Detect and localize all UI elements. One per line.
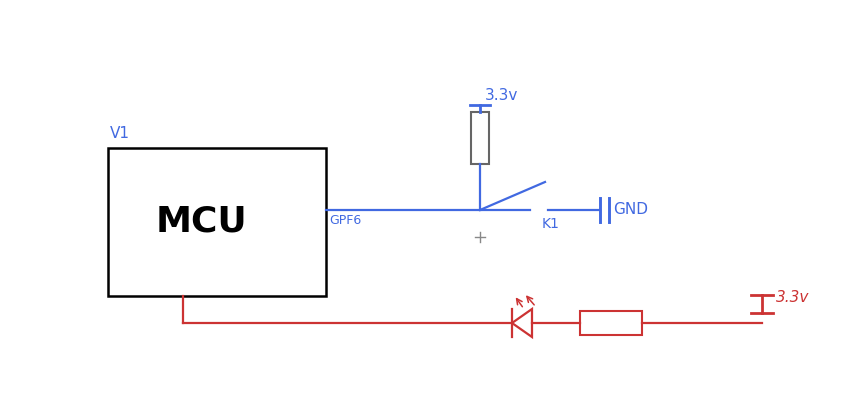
Text: K1: K1	[542, 217, 560, 231]
Text: 3.3v: 3.3v	[485, 87, 518, 103]
Text: 3.3v: 3.3v	[776, 290, 809, 304]
Text: MCU: MCU	[156, 205, 248, 239]
Bar	[471, 112, 489, 164]
Bar	[108, 148, 326, 296]
Text: GND: GND	[613, 203, 648, 217]
Text: GPF6: GPF6	[329, 213, 361, 227]
Text: V1: V1	[110, 126, 130, 142]
Bar	[580, 311, 642, 335]
